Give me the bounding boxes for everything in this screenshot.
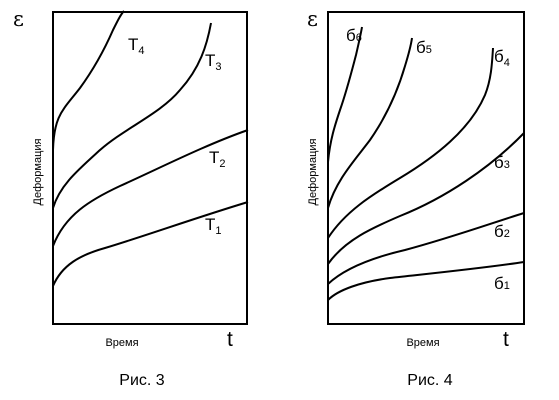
caption-4: Рис. 4 xyxy=(407,372,453,389)
figure-4: ε Деформация Время t Рис. 4 б6 б5 б4 б3 … xyxy=(307,7,525,389)
strain-symbol-4: ε xyxy=(307,7,318,31)
curve-t2 xyxy=(52,129,249,247)
curve-label-b1: б1 xyxy=(494,274,510,293)
curve-t1 xyxy=(52,201,249,287)
curve-label-b6: б6 xyxy=(346,26,362,45)
curve-label-t1: T1 xyxy=(205,215,222,237)
curve-t3 xyxy=(52,22,212,209)
curve-label-b5: б5 xyxy=(416,38,432,57)
plot-frame-3 xyxy=(52,11,248,325)
y-axis-label-3: Деформация xyxy=(32,138,44,205)
curve-t4 xyxy=(52,10,125,151)
curve-label-b2: б2 xyxy=(494,222,510,241)
curve-label-b4: б4 xyxy=(494,47,510,69)
plot-frame-4 xyxy=(327,11,525,325)
curve-label-t2: T2 xyxy=(209,148,226,170)
caption-3: Рис. 3 xyxy=(119,372,165,389)
x-axis-label-4: Время xyxy=(406,337,439,349)
time-symbol-3: t xyxy=(227,328,233,351)
strain-symbol-3: ε xyxy=(13,7,24,31)
curve-b4 xyxy=(327,47,494,239)
time-symbol-4: t xyxy=(503,328,509,351)
curve-label-b3: б3 xyxy=(494,153,510,172)
curve-b5 xyxy=(327,37,413,209)
curve-label-t4: T4 xyxy=(128,35,145,57)
curve-label-t3: T3 xyxy=(205,51,222,73)
curve-b1 xyxy=(327,261,525,301)
figure-3: ε Деформация Время t Рис. 3 T4 T3 T2 T1 xyxy=(13,7,249,389)
curve-b2 xyxy=(327,212,525,285)
x-axis-label-3: Время xyxy=(105,337,138,349)
y-axis-label-4: Деформация xyxy=(307,138,319,205)
curve-b3 xyxy=(327,132,525,265)
curve-b6 xyxy=(327,26,363,163)
